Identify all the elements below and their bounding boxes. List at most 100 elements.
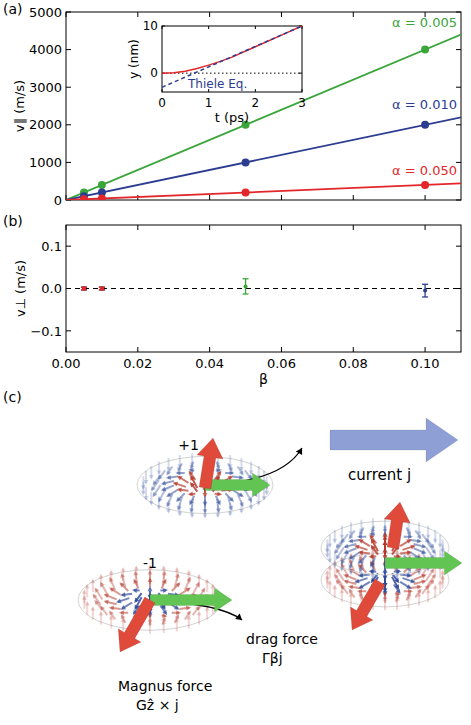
y-tick-label: 5000 <box>29 5 62 20</box>
spin-head <box>162 570 167 575</box>
trajectory-head <box>296 448 302 455</box>
spin-head <box>134 578 139 584</box>
spin-head <box>332 584 337 589</box>
y-tick-label: 2000 <box>29 117 62 132</box>
y-tick <box>456 330 461 331</box>
x-tick <box>353 195 354 200</box>
spin-head <box>424 584 429 590</box>
spin-head <box>354 579 360 584</box>
spin-head <box>82 595 87 600</box>
spin-head <box>148 577 153 582</box>
spin-head <box>90 578 95 583</box>
spin-head <box>327 564 332 569</box>
y-tick <box>456 246 461 247</box>
spin-head <box>383 540 388 545</box>
spin-head <box>153 492 158 498</box>
spin-head <box>336 579 341 584</box>
y-tick-label: 4000 <box>29 42 62 57</box>
spin-head <box>103 600 108 605</box>
spin-head <box>383 548 388 553</box>
x-tick <box>137 12 138 17</box>
spin-head <box>239 475 244 480</box>
spin-head <box>174 617 179 622</box>
spin-head <box>94 600 99 605</box>
y-axis-title: v∥ (m/s) <box>12 80 27 132</box>
point <box>82 287 86 291</box>
spin-head <box>120 592 125 597</box>
spin-head <box>190 482 195 488</box>
series-label: α = 0.050 <box>392 163 457 178</box>
panel-label: (c) <box>3 389 22 405</box>
x-tick <box>137 347 138 352</box>
y-tick <box>66 49 71 50</box>
figure: 010002000300040005000v∥ (m/s)α = 0.005α … <box>0 0 471 725</box>
y-tick <box>66 87 71 88</box>
spin-head <box>149 475 154 480</box>
spin-head <box>163 588 168 593</box>
spin-head <box>109 614 114 619</box>
spin-head <box>85 583 90 588</box>
spin-head <box>174 567 179 572</box>
spin-head <box>121 567 126 572</box>
spin-head <box>408 534 413 539</box>
point <box>100 287 104 291</box>
spin-head <box>100 582 105 588</box>
spin-head <box>189 470 194 476</box>
spin-head <box>148 586 153 591</box>
spin-head <box>109 610 114 616</box>
series-label: α = 0.005 <box>392 15 457 30</box>
spin-head <box>203 514 208 519</box>
spin-head <box>261 496 266 501</box>
spin-head <box>148 620 153 625</box>
spin-head <box>249 505 254 510</box>
spin-head <box>188 492 193 497</box>
x-tick-label: 0.00 <box>52 356 81 371</box>
spin-head <box>395 596 400 601</box>
magnus-arrow <box>197 438 223 489</box>
drag-label: drag force <box>246 631 318 647</box>
spin-head <box>332 539 337 544</box>
y-tick <box>66 162 71 163</box>
point <box>421 46 429 54</box>
point <box>242 188 250 196</box>
x-tick <box>209 12 210 17</box>
spin-head <box>175 582 180 587</box>
spin-head <box>162 578 167 584</box>
spin-head <box>421 574 427 579</box>
drag-formula: Γβj <box>262 650 283 666</box>
spin-head <box>119 582 124 587</box>
y-tick-label: 10 <box>143 19 158 33</box>
spin-head <box>325 575 330 580</box>
magnus-arrow <box>350 579 385 630</box>
spin-head <box>325 569 330 574</box>
spin-head <box>334 574 339 580</box>
spin-head <box>383 535 388 540</box>
spin-head <box>383 596 388 601</box>
spin-head <box>120 573 125 578</box>
drag-arrow <box>205 473 270 497</box>
x-tick <box>353 12 354 17</box>
error-cap <box>243 278 249 279</box>
zero-line <box>66 288 461 289</box>
x-tick-label: 0.10 <box>411 356 440 371</box>
y-axis-title: v⊥ (m/s) <box>13 260 28 317</box>
x-tick-label: 0 <box>158 96 166 110</box>
spin-head <box>133 570 138 575</box>
x-tick <box>353 347 354 352</box>
spin-head <box>205 578 210 583</box>
point <box>421 121 429 129</box>
magnus-arrow <box>118 597 155 652</box>
y-tick-label: −0.1 <box>30 324 62 339</box>
trajectory-head <box>235 613 242 620</box>
spin-head <box>357 534 362 539</box>
point <box>242 158 250 166</box>
series-group <box>81 279 428 297</box>
spin-head <box>343 579 348 584</box>
point <box>100 287 104 291</box>
spin-head <box>82 589 87 594</box>
series-line <box>66 117 461 200</box>
spin-head <box>406 573 411 578</box>
spin-head <box>431 574 436 580</box>
point <box>98 181 106 189</box>
spin-head <box>334 549 339 555</box>
